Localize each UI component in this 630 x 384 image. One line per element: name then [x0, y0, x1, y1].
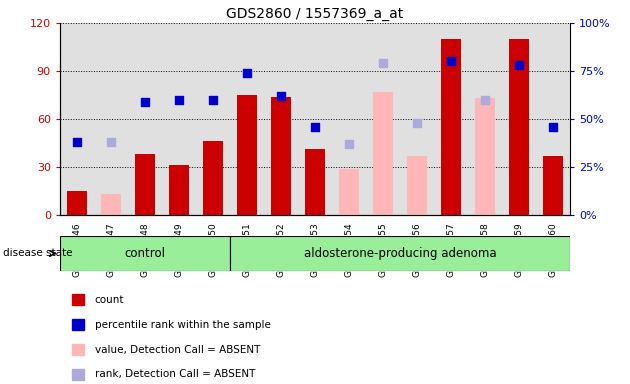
Point: [480, 97, 490, 103]
Point: [140, 99, 150, 105]
Point: [378, 60, 388, 66]
Bar: [373, 92, 393, 215]
Point: [242, 70, 252, 76]
Text: control: control: [124, 247, 166, 260]
Point: [548, 124, 558, 130]
Bar: [169, 166, 189, 215]
Point: [514, 62, 524, 68]
Bar: [271, 97, 291, 215]
Bar: [230, 236, 570, 271]
Bar: [101, 194, 121, 215]
Text: percentile rank within the sample: percentile rank within the sample: [94, 319, 270, 329]
Bar: [441, 39, 461, 215]
Bar: [203, 141, 223, 215]
Bar: [543, 156, 563, 215]
Point: [72, 139, 82, 145]
Bar: [135, 154, 155, 215]
Point: [446, 58, 456, 65]
Text: value, Detection Call = ABSENT: value, Detection Call = ABSENT: [94, 344, 260, 354]
Text: disease state: disease state: [3, 248, 72, 258]
Text: rank, Detection Call = ABSENT: rank, Detection Call = ABSENT: [94, 369, 255, 379]
Bar: [237, 95, 257, 215]
Point: [174, 97, 184, 103]
Point: [208, 97, 218, 103]
Bar: [509, 39, 529, 215]
Text: count: count: [94, 295, 124, 305]
Point: [412, 120, 422, 126]
Bar: [475, 98, 495, 215]
Bar: [407, 156, 427, 215]
Bar: [67, 191, 87, 215]
Point: [106, 139, 116, 145]
Point: [310, 124, 320, 130]
Point: [344, 141, 354, 147]
Text: aldosterone-producing adenoma: aldosterone-producing adenoma: [304, 247, 496, 260]
Point: [276, 93, 286, 99]
Bar: [305, 149, 325, 215]
Title: GDS2860 / 1557369_a_at: GDS2860 / 1557369_a_at: [226, 7, 404, 21]
Bar: [339, 169, 359, 215]
Bar: [60, 236, 230, 271]
